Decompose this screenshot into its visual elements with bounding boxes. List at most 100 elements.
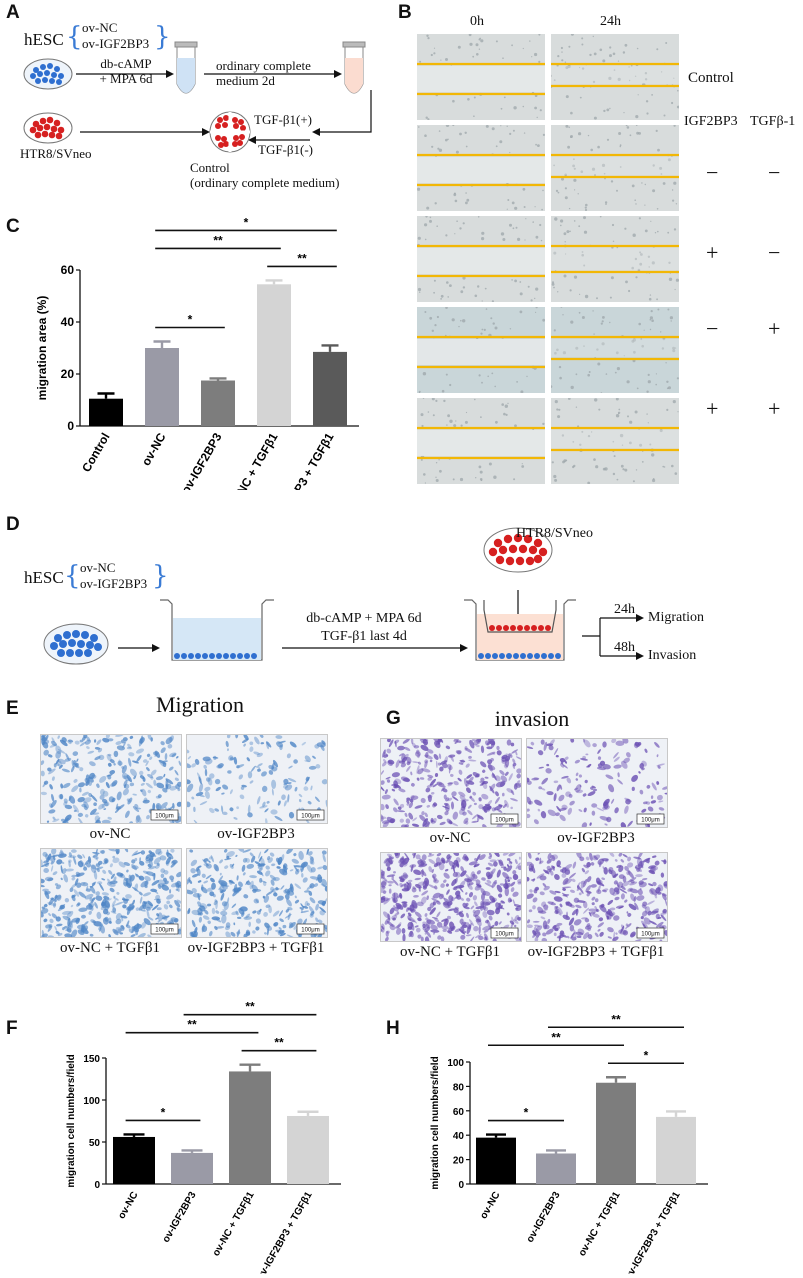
bar-3 xyxy=(229,1071,271,1184)
hesc-dish-icon xyxy=(23,58,73,90)
bar-4 xyxy=(287,1115,329,1184)
y-tick-label: 40 xyxy=(453,1131,465,1142)
transfection-ov-igf2bp3: ov-IGF2BP3 xyxy=(82,36,150,51)
caption-g-4: ov-IGF2BP3 + TGFβ1 xyxy=(527,944,665,960)
wound-image-r3-c0 xyxy=(417,307,545,393)
chart-f-migration-cells: 0 50 100 150 migration cell numbers/field ov-… xyxy=(66,1000,341,1274)
sign-row1-igf2bp3: − xyxy=(706,160,719,185)
wound-image-r4-c0 xyxy=(417,398,545,484)
panel-a-diagram xyxy=(23,41,372,153)
panel-d-diagram xyxy=(43,527,644,665)
significance-label: * xyxy=(161,1105,166,1119)
y-axis-label: migration cell numbers/field xyxy=(430,1056,441,1189)
sign-row3-tgfb1: + xyxy=(768,316,781,341)
scale-bar-label: 100μm xyxy=(155,927,173,933)
micrograph-e-2: 100μm xyxy=(186,734,328,824)
treatment-d-line-1: db-cAMP + MPA 6d xyxy=(306,611,422,626)
brace-close-d: } xyxy=(152,561,169,591)
wound-image-r1-c1 xyxy=(551,125,679,211)
significance-label: ** xyxy=(551,1030,561,1044)
control-line-2: (ordinary complete medium) xyxy=(190,175,340,190)
transwell-icon xyxy=(464,599,576,661)
output-invasion: Invasion xyxy=(648,648,697,663)
significance-label: * xyxy=(188,313,193,327)
output-migration: Migration xyxy=(648,610,704,625)
y-axis-label: migration area (%) xyxy=(35,296,49,401)
micrograph-g-3: 100μm xyxy=(380,852,522,942)
sign-row2-igf2bp3: + xyxy=(706,240,719,265)
wound-image-r0-c0 xyxy=(417,34,545,120)
bar-1 xyxy=(476,1137,516,1184)
wound-image-r3-c1 xyxy=(551,307,679,393)
y-tick-label: 100 xyxy=(83,1096,100,1107)
transfection-d-ov-nc: ov-NC xyxy=(80,560,116,575)
caption-e-1: ov-NC xyxy=(89,826,131,842)
caption-g-2: ov-IGF2BP3 xyxy=(557,830,635,846)
tube-1-icon xyxy=(174,41,198,94)
chart-h-invasion-cells: 0 20 40 60 80 100 migration cell numbers/field… xyxy=(430,1012,708,1274)
medium-line-1: ordinary complete xyxy=(216,58,311,73)
sign-row3-igf2bp3: − xyxy=(706,316,719,341)
output-time-24h: 24h xyxy=(614,602,635,617)
y-tick-label: 0 xyxy=(94,1180,100,1191)
y-axis-label: migration cell numbers/field xyxy=(66,1054,77,1187)
bar-2 xyxy=(145,348,179,426)
scale-bar-label: 100μm xyxy=(495,931,513,937)
y-tick-label: 40 xyxy=(61,315,75,329)
sign-row4-igf2bp3: + xyxy=(706,396,719,421)
wound-image-r1-c0 xyxy=(417,125,545,211)
medium-line-2: medium 2d xyxy=(216,73,275,88)
significance-label: ** xyxy=(274,1036,284,1050)
significance-label: * xyxy=(524,1106,529,1120)
caption-e-2: ov-IGF2BP3 xyxy=(217,826,295,842)
header-tgfb1: TGFβ-1 xyxy=(750,114,796,129)
category-label-2: ov-IGF2BP3 xyxy=(161,1190,199,1245)
wound-image-r2-c0 xyxy=(417,216,545,302)
label-tgf-minus: TGF-β1(-) xyxy=(258,142,313,157)
panel-letter-d: D xyxy=(6,514,20,535)
time-label-0h: 0h xyxy=(470,14,484,29)
significance-label: * xyxy=(644,1048,649,1062)
treatment-line-1: db-cAMP xyxy=(100,56,152,71)
y-tick-label: 20 xyxy=(453,1156,465,1167)
caption-e-4: ov-IGF2BP3 + TGFβ1 xyxy=(187,940,325,956)
category-label-1: Control xyxy=(79,431,112,475)
panel-letter-a: A xyxy=(6,2,20,23)
category-label-3: ov-IGF2BP3 xyxy=(178,430,224,490)
caption-g-3: ov-NC + TGFβ1 xyxy=(400,944,500,960)
panel-d-transfections: ov-NC ov-IGF2BP3 xyxy=(80,560,147,592)
bar-1 xyxy=(89,398,123,426)
chart-c-migration-area: 0 20 40 60 migration area (%) Control ov-NC ov-… xyxy=(35,215,359,490)
caption-e-3: ov-NC + TGFβ1 xyxy=(60,940,160,956)
panel-a-control: Control (ordinary complete medium) xyxy=(190,160,339,190)
y-tick-label: 60 xyxy=(453,1107,465,1118)
wound-healing-grid xyxy=(417,34,679,486)
category-label-3: ov-NC + TGFβ1 xyxy=(211,1190,257,1259)
category-label-4: ov-IGF2BP3 + TGFβ1 xyxy=(623,1190,683,1274)
wound-image-r2-c1 xyxy=(551,216,679,302)
panel-a-medium: ordinary complete medium 2d xyxy=(216,58,311,88)
bar-4 xyxy=(257,284,291,426)
panel-letter-g: G xyxy=(386,708,401,729)
category-label-1: ov-NC xyxy=(478,1190,502,1221)
significance-label: * xyxy=(244,215,249,229)
bar-4 xyxy=(656,1116,696,1184)
transfection-ov-nc: ov-NC xyxy=(82,20,118,35)
output-time-48h: 48h xyxy=(614,640,635,655)
header-igf2bp3: IGF2BP3 xyxy=(684,114,738,129)
panel-a-cell-label: hESC xyxy=(24,30,64,49)
label-tgf-plus: TGF-β1(+) xyxy=(254,112,312,127)
panel-d-cell-label: hESC xyxy=(24,568,64,587)
brace-close: } xyxy=(154,22,171,52)
return-arrow-tgf-plus xyxy=(320,90,372,133)
bar-2 xyxy=(536,1153,576,1184)
micrograph-e-4: 100μm xyxy=(186,848,328,938)
bar-3 xyxy=(596,1082,636,1184)
panel-letter-c: C xyxy=(6,216,20,237)
tube-2-icon xyxy=(342,41,366,94)
significance-label: ** xyxy=(213,233,223,247)
bar-5 xyxy=(313,351,347,426)
micrograph-e-1: 100μm xyxy=(40,734,182,824)
y-tick-label: 0 xyxy=(458,1180,464,1191)
scale-bar-label: 100μm xyxy=(301,927,319,933)
